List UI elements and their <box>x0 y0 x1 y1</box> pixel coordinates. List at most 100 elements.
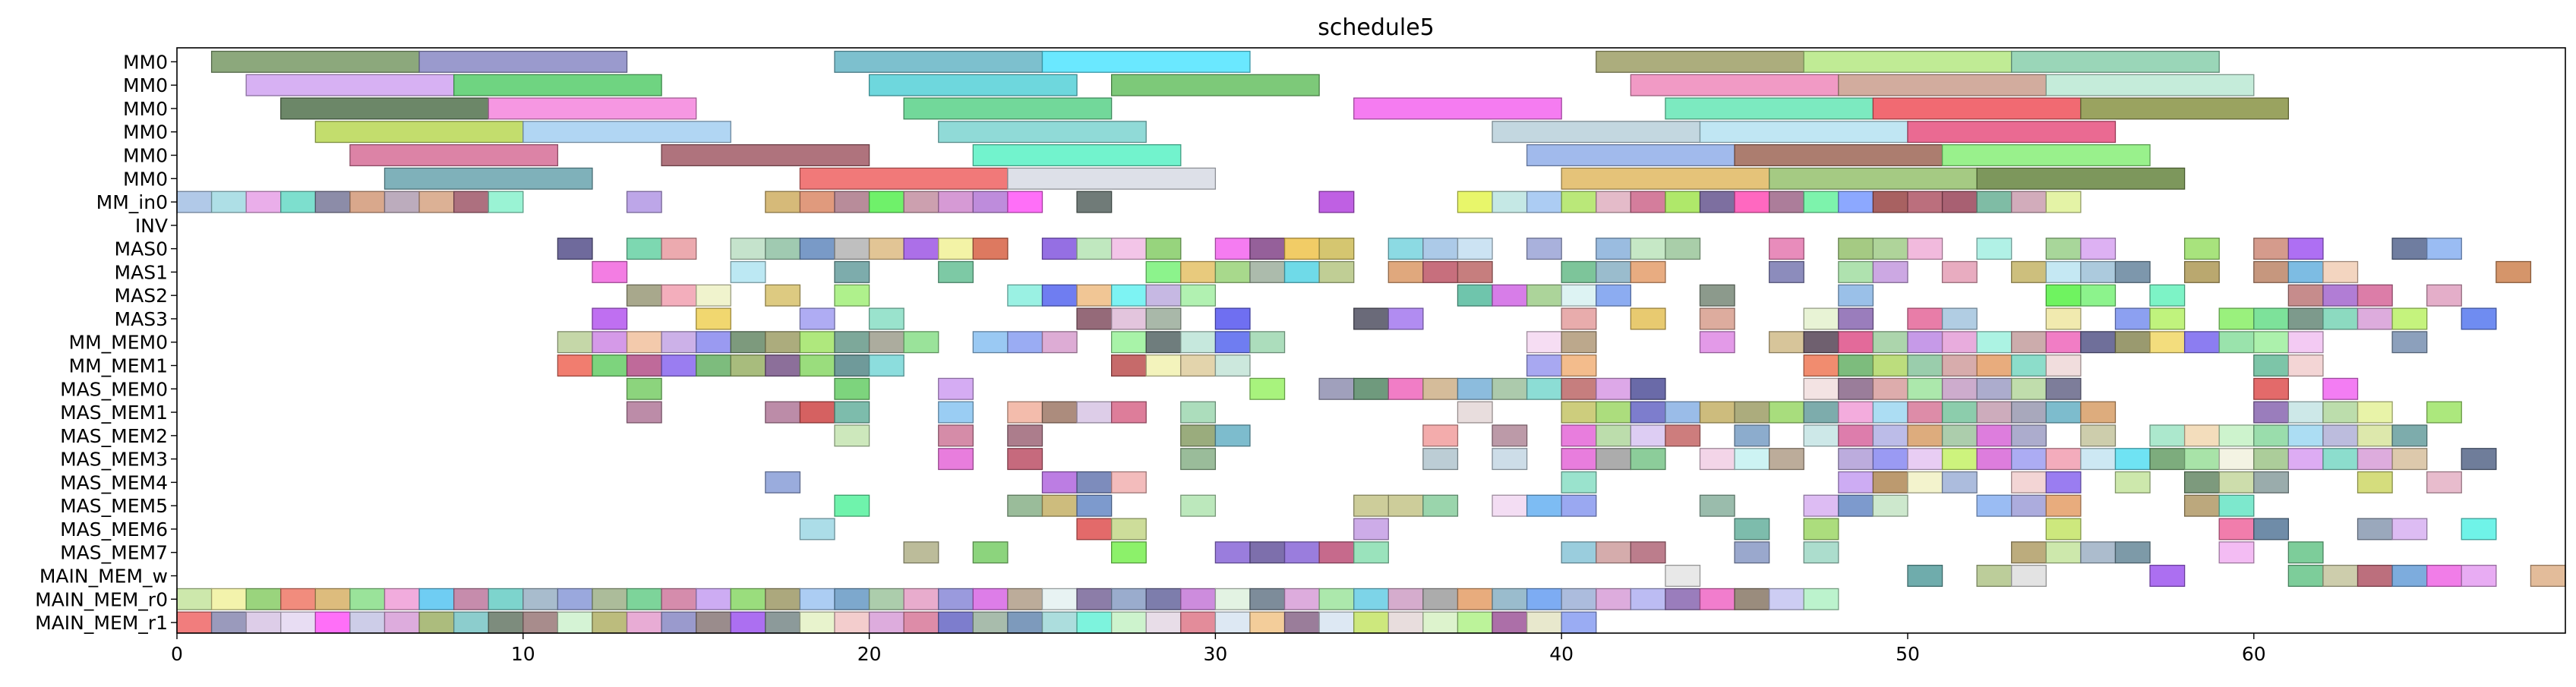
task-bar <box>765 238 801 260</box>
task-bar <box>1422 494 1459 517</box>
task-bar <box>1387 377 1424 400</box>
task-bar <box>2183 494 2220 517</box>
task-bar <box>1041 471 1078 493</box>
task-bar <box>730 331 766 354</box>
task-bar <box>972 588 1009 610</box>
task-bar <box>280 191 316 213</box>
task-bar <box>1665 97 1874 120</box>
task-bar <box>2045 331 2082 354</box>
task-bar <box>765 331 801 354</box>
task-bar <box>2045 74 2255 96</box>
task-bar <box>2149 331 2186 354</box>
task-bar <box>868 191 904 213</box>
task-bar <box>1699 191 1735 213</box>
task-bar <box>2045 307 2082 330</box>
task-bar <box>834 238 870 260</box>
task-bar <box>2080 541 2117 564</box>
task-bar <box>1872 471 1908 493</box>
task-bar <box>1596 541 1632 564</box>
task-bar <box>626 588 662 610</box>
plot-frame <box>176 47 2566 634</box>
task-bar <box>1249 588 1286 610</box>
task-bar <box>2149 307 2186 330</box>
task-bar <box>2045 238 2082 260</box>
task-bar <box>2530 565 2566 588</box>
task-bar <box>1353 97 1562 120</box>
task-bar <box>2253 260 2290 283</box>
task-bar <box>1665 565 1701 588</box>
task-bar <box>557 238 593 260</box>
task-bar <box>1526 494 1562 517</box>
task-bar <box>799 307 835 330</box>
task-bar <box>1422 448 1459 471</box>
task-bar <box>1007 191 1043 213</box>
task-bar <box>1076 238 1113 260</box>
task-bar <box>2253 307 2290 330</box>
task-bar <box>1457 377 1493 400</box>
task-bar <box>765 471 801 493</box>
task-bar <box>1976 191 2012 213</box>
task-bar <box>1803 331 1839 354</box>
task-bar <box>210 611 247 634</box>
task-bar <box>938 121 1147 143</box>
task-bar <box>2045 284 2082 307</box>
task-bar <box>1526 355 1562 377</box>
task-bar <box>1041 50 1251 73</box>
task-bar <box>1838 284 1874 307</box>
task-bar <box>210 50 420 73</box>
task-bar <box>1907 448 1943 471</box>
task-bar <box>245 74 455 96</box>
task-bar <box>453 191 489 213</box>
task-bar <box>834 401 870 424</box>
task-bar <box>868 611 904 634</box>
task-bar <box>938 238 974 260</box>
task-bar <box>1976 448 2012 471</box>
y-tick-label: MM0 <box>123 51 168 73</box>
task-bar <box>2080 97 2290 120</box>
task-bar <box>1007 331 1043 354</box>
task-bar <box>868 331 904 354</box>
task-bar <box>2461 448 2497 471</box>
task-bar <box>972 331 1009 354</box>
task-bar <box>1145 331 1182 354</box>
task-bar <box>1422 424 1459 447</box>
task-bar <box>1596 260 1632 283</box>
task-bar <box>2426 565 2462 588</box>
task-bar <box>1699 121 1908 143</box>
task-bar <box>592 260 628 283</box>
y-tick-label: MM0 <box>123 74 168 96</box>
task-bar <box>1076 284 1113 307</box>
task-bar <box>765 284 801 307</box>
task-bar <box>868 588 904 610</box>
x-tick-label: 30 <box>1203 643 1227 665</box>
task-bar <box>2253 238 2290 260</box>
task-bar <box>522 121 731 143</box>
task-bar <box>1007 424 1043 447</box>
task-bar <box>1111 284 1147 307</box>
task-bar <box>834 424 870 447</box>
task-bar <box>1353 494 1389 517</box>
task-bar <box>938 191 974 213</box>
task-bar <box>1526 143 1735 166</box>
task-bar <box>1838 494 1874 517</box>
task-bar <box>972 143 1182 166</box>
task-bar <box>2011 471 2047 493</box>
y-tick-label: MM_in0 <box>96 191 168 213</box>
task-bar <box>1145 260 1182 283</box>
task-bar <box>210 588 247 610</box>
task-bar <box>2357 424 2393 447</box>
task-bar <box>2183 448 2220 471</box>
task-bar <box>2114 541 2151 564</box>
task-bar <box>2357 284 2393 307</box>
task-bar <box>972 191 1009 213</box>
task-bar <box>938 377 974 400</box>
task-bar <box>938 260 974 283</box>
task-bar <box>1180 448 1217 471</box>
task-bar <box>1492 588 1528 610</box>
y-tick-label: MAS_MEM4 <box>60 471 168 493</box>
task-bar <box>1907 565 1943 588</box>
task-bar <box>2357 518 2393 540</box>
task-bar <box>488 97 697 120</box>
task-bar <box>1596 588 1632 610</box>
task-bar <box>1387 494 1424 517</box>
